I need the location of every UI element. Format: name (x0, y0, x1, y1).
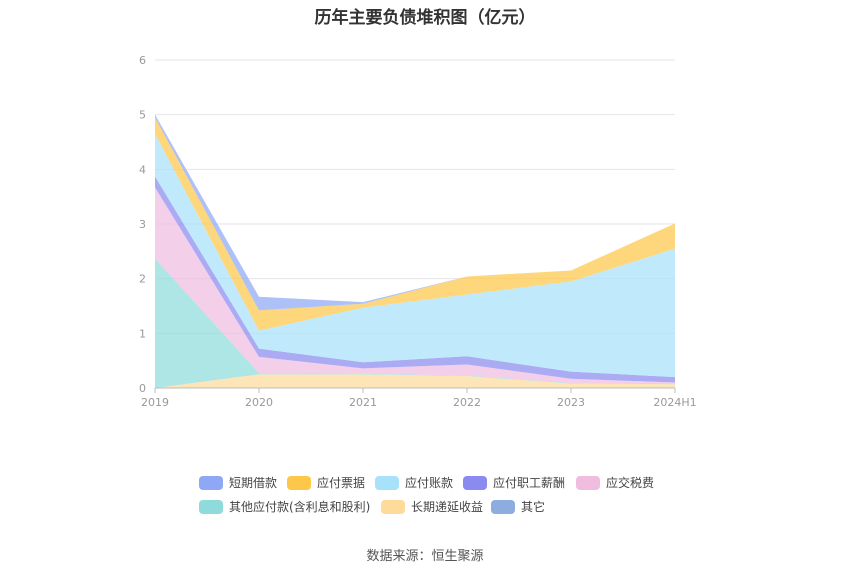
y-tick-label: 0 (139, 382, 146, 395)
legend-swatch (199, 475, 223, 490)
area-series (155, 117, 675, 331)
legend-swatch (381, 499, 405, 514)
x-tick-label: 2024H1 (653, 396, 696, 409)
legend-label: 短期借款 (229, 476, 278, 490)
y-tick-label: 5 (139, 109, 146, 122)
chart-title: 历年主要负债堆积图（亿元） (314, 8, 536, 28)
legend-swatch (576, 475, 600, 490)
legend-label: 应付职工薪酬 (493, 476, 566, 490)
legend-swatch (463, 475, 487, 490)
y-tick-label: 6 (139, 54, 146, 67)
legend-swatch (287, 475, 311, 490)
legend-item[interactable]: 其他应付款(含利息和股利) (199, 498, 370, 515)
y-tick-label: 1 (139, 327, 146, 340)
legend-label: 其他应付款(含利息和股利) (229, 500, 371, 514)
area-series (155, 374, 675, 388)
legend-label: 应付账款 (405, 476, 454, 490)
y-tick-label: 3 (139, 218, 146, 231)
y-tick-label: 4 (139, 163, 146, 176)
x-tick-label: 2019 (141, 396, 169, 409)
area-series (155, 133, 675, 378)
legend-label: 长期递延收益 (411, 500, 484, 514)
x-tick-label: 2023 (557, 396, 585, 409)
legend-label: 应付票据 (317, 476, 366, 490)
y-tick-label: 2 (139, 273, 146, 286)
legend-item[interactable]: 其它 (491, 498, 545, 515)
legend-label: 其它 (521, 500, 546, 514)
x-tick-label: 2021 (349, 396, 377, 409)
area-series (155, 258, 675, 388)
legend-swatch (491, 499, 515, 514)
data-source: 数据来源：恒生聚源 (366, 549, 484, 564)
legend-item[interactable]: 短期借款 (199, 474, 277, 491)
legend-item[interactable]: 应付账款 (375, 474, 453, 491)
legend-item[interactable]: 应交税费 (576, 474, 654, 491)
legend-item[interactable]: 应付职工薪酬 (463, 474, 565, 491)
legend-label: 应交税费 (606, 476, 655, 490)
legend-item[interactable]: 应付票据 (287, 474, 365, 491)
legend-item[interactable]: 长期递延收益 (381, 498, 483, 515)
legend-swatch (375, 475, 399, 490)
x-tick-label: 2020 (245, 396, 273, 409)
x-tick-label: 2022 (453, 396, 481, 409)
legend-swatch (199, 499, 223, 514)
